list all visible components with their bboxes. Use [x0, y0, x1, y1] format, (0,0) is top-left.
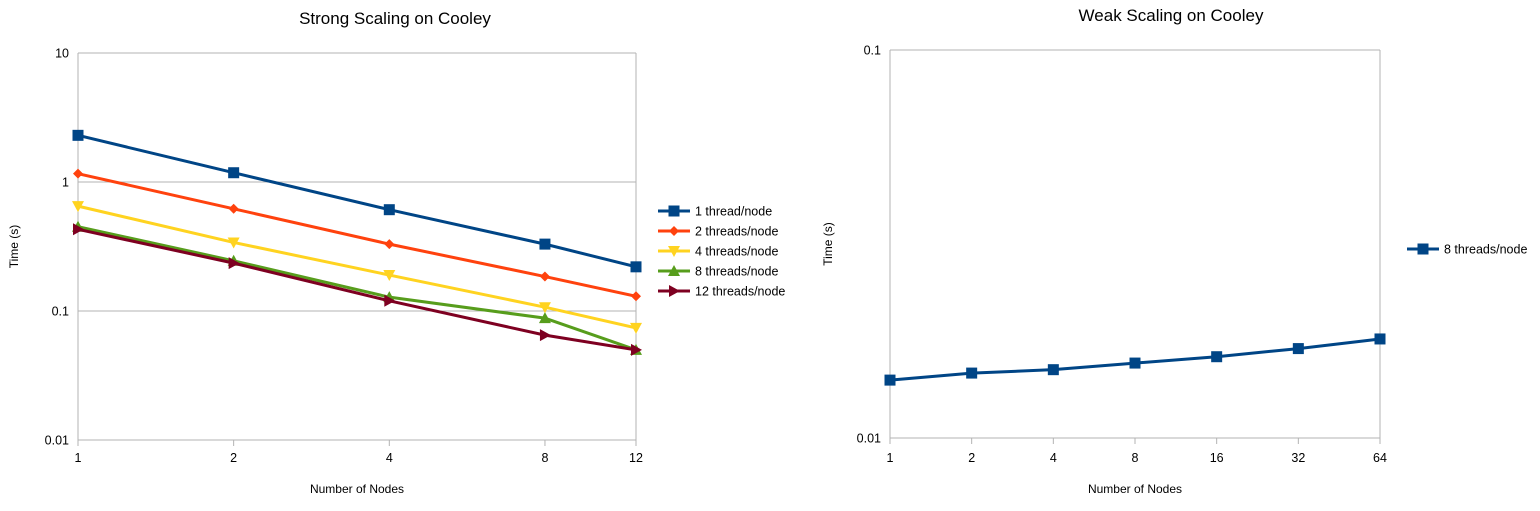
data-point: [383, 270, 396, 282]
data-point: [1211, 351, 1223, 363]
y-tick-label: 1: [62, 176, 69, 190]
data-point: [539, 329, 551, 342]
legend-marker: [1417, 243, 1429, 255]
legend-label: 2 threads/node: [695, 225, 778, 239]
data-point: [72, 129, 84, 141]
y-tick-label: 0.01: [857, 432, 881, 446]
data-point: [539, 238, 551, 250]
data-point: [1047, 364, 1059, 376]
data-point: [383, 204, 395, 216]
data-point: [884, 374, 896, 386]
x-tick-label: 32: [1291, 451, 1305, 465]
data-point: [1292, 343, 1304, 355]
x-axis-title: Number of Nodes: [310, 482, 404, 496]
legend-marker: [668, 265, 680, 276]
data-point: [631, 291, 641, 302]
y-axis-title: Time (s): [7, 225, 21, 269]
data-point: [630, 261, 642, 273]
series-1: [72, 129, 642, 273]
legend-item: 8 threads/node: [658, 265, 778, 279]
series-3: [72, 201, 642, 334]
data-point: [538, 302, 551, 314]
y-tick-label: 0.01: [45, 434, 69, 448]
data-point: [1129, 357, 1141, 369]
legend-label: 8 threads/node: [1444, 243, 1527, 257]
legend-marker: [669, 285, 680, 297]
x-axis-title: Number of Nodes: [1088, 482, 1182, 496]
data-point: [384, 294, 396, 307]
legend-label: 1 thread/node: [695, 205, 772, 219]
legend-label: 4 threads/node: [695, 245, 778, 259]
data-point: [539, 271, 550, 282]
x-tick-label: 8: [541, 451, 548, 465]
x-tick-label: 64: [1373, 451, 1387, 465]
data-point: [227, 237, 240, 249]
data-point: [1374, 333, 1386, 345]
x-tick-label: 4: [1050, 451, 1057, 465]
legend-marker: [669, 226, 679, 236]
x-tick-label: 16: [1210, 451, 1224, 465]
data-point: [538, 312, 551, 324]
x-tick-label: 8: [1132, 451, 1139, 465]
series-5: [73, 223, 642, 356]
data-point: [631, 343, 642, 356]
data-point: [630, 322, 642, 334]
data-point: [228, 257, 240, 270]
legend-item: 2 threads/node: [658, 225, 778, 239]
legend-item: 4 threads/node: [658, 245, 778, 259]
x-tick-label: 1: [887, 451, 894, 465]
series-2: [73, 168, 641, 302]
data-point: [228, 167, 240, 179]
legend-item: 1 thread/node: [658, 205, 772, 219]
x-tick-label: 2: [230, 451, 237, 465]
chart-2: 0.1 0.01 1 2 4 8 16 32 64 Weak Scaling on Cooley N…: [821, 6, 1527, 496]
legend-item: 8 threads/node: [1407, 243, 1527, 257]
data-point: [73, 223, 84, 236]
y-tick-label: 10: [55, 47, 69, 61]
legend-label: 12 threads/node: [695, 285, 785, 299]
x-tick-label: 2: [968, 451, 975, 465]
y-tick-label: 0.1: [864, 44, 881, 58]
data-point: [73, 168, 83, 179]
series-line: [77, 172, 637, 298]
data-point: [966, 367, 978, 379]
data-point: [384, 239, 395, 250]
legend-marker: [668, 205, 680, 217]
series-line: [77, 204, 637, 330]
data-point: [72, 201, 84, 213]
legend-item: 12 threads/node: [658, 285, 785, 299]
y-tick-label: 0.1: [52, 305, 69, 319]
legend-label: 8 threads/node: [695, 265, 778, 279]
series-1: [884, 333, 1386, 386]
x-tick-label: 1: [75, 451, 82, 465]
x-tick-label: 12: [629, 451, 643, 465]
y-axis-title: Time (s): [821, 222, 835, 266]
chart-title: Weak Scaling on Cooley: [1079, 6, 1264, 25]
legend-marker: [668, 246, 680, 257]
data-point: [228, 203, 239, 214]
chart-title: Strong Scaling on Cooley: [299, 9, 491, 28]
series-4: [72, 220, 642, 355]
x-tick-label: 4: [386, 451, 393, 465]
